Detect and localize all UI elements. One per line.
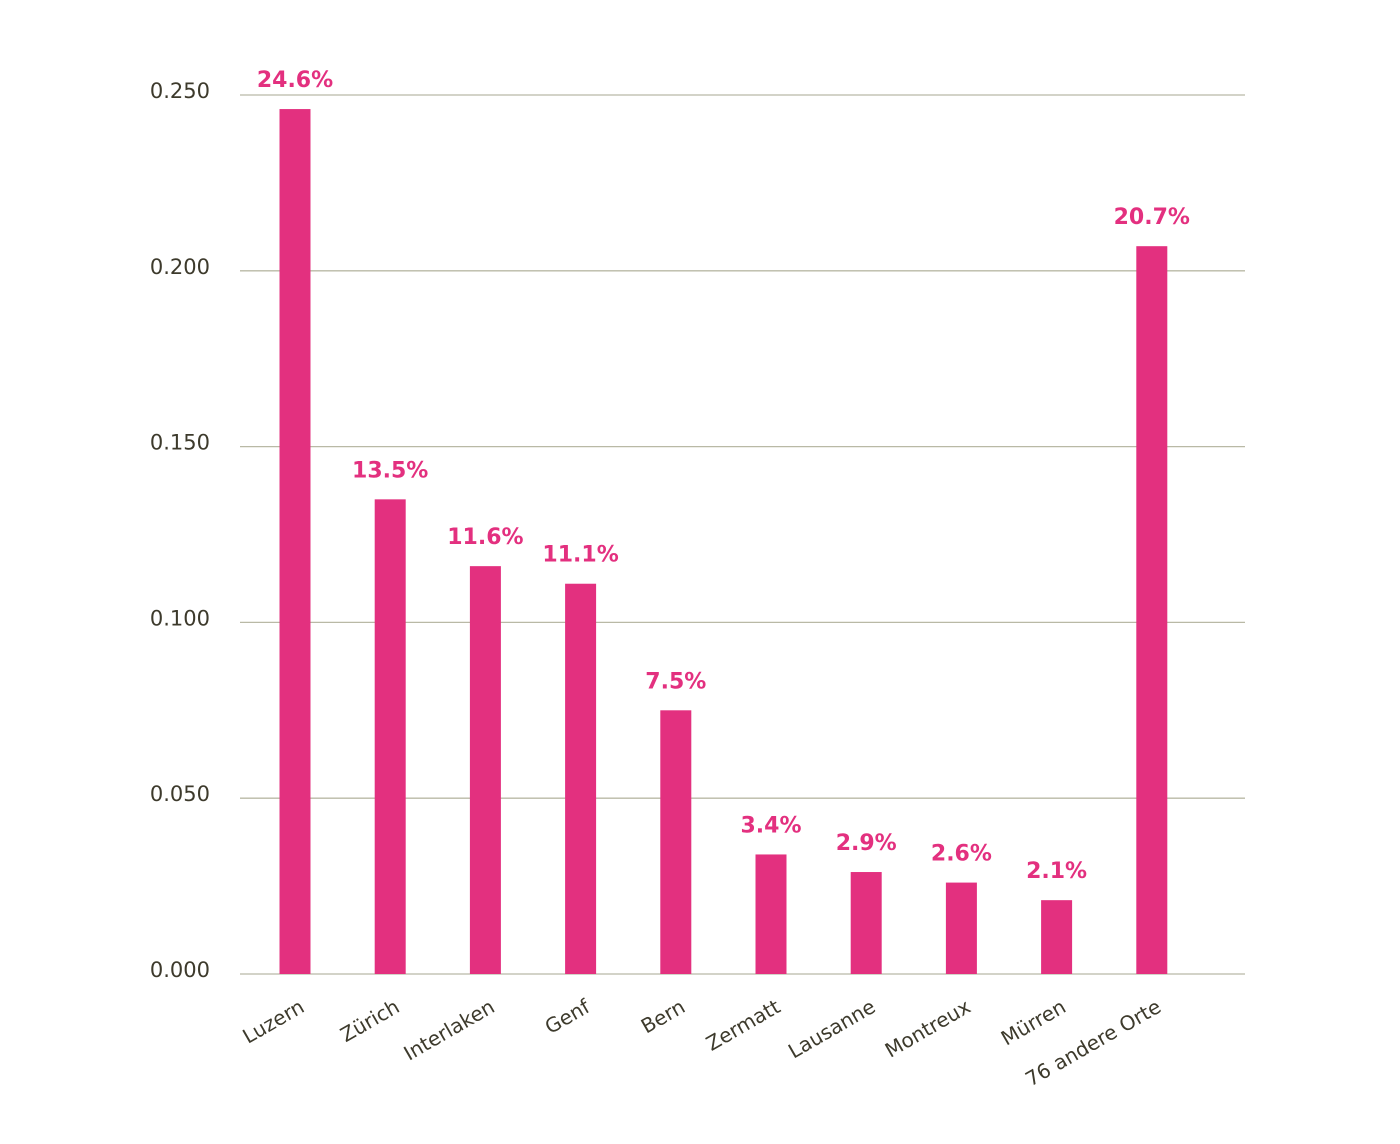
x-tick-label: Montreux xyxy=(881,994,975,1062)
bar xyxy=(945,882,977,974)
x-tick-label: Bern xyxy=(637,994,689,1038)
x-tick-label: Interlaken xyxy=(400,994,499,1065)
bar xyxy=(660,710,692,974)
value-label: 2.9% xyxy=(836,831,897,856)
bar xyxy=(755,854,787,974)
x-tick-label: Mürren xyxy=(997,994,1070,1050)
y-tick-label: 0.000 xyxy=(150,958,210,982)
value-label: 13.5% xyxy=(352,458,428,483)
x-tick-label: Zermatt xyxy=(702,994,785,1056)
value-label: 24.6% xyxy=(257,68,333,93)
x-tick-label: Zürich xyxy=(336,994,403,1047)
bar xyxy=(1136,246,1168,975)
value-label: 7.5% xyxy=(645,669,706,694)
x-tick-label: Luzern xyxy=(238,994,308,1048)
value-label: 11.6% xyxy=(447,525,523,550)
value-label: 3.4% xyxy=(740,813,801,838)
value-label: 11.1% xyxy=(542,543,618,568)
bar xyxy=(1041,900,1073,974)
y-tick-label: 0.050 xyxy=(150,782,210,806)
x-tick-label: Lausanne xyxy=(784,994,879,1063)
bar xyxy=(279,109,311,974)
bar xyxy=(565,583,597,974)
bar xyxy=(374,499,406,974)
y-tick-label: 0.100 xyxy=(150,606,210,630)
value-label: 2.1% xyxy=(1026,859,1087,884)
bar xyxy=(850,872,882,974)
value-label: 2.6% xyxy=(931,842,992,867)
bar xyxy=(469,566,501,974)
value-label: 20.7% xyxy=(1114,205,1190,230)
x-tick-label: Genf xyxy=(541,994,595,1039)
y-tick-label: 0.200 xyxy=(150,255,210,279)
y-tick-label: 0.250 xyxy=(150,79,210,103)
y-tick-label: 0.150 xyxy=(150,431,210,455)
